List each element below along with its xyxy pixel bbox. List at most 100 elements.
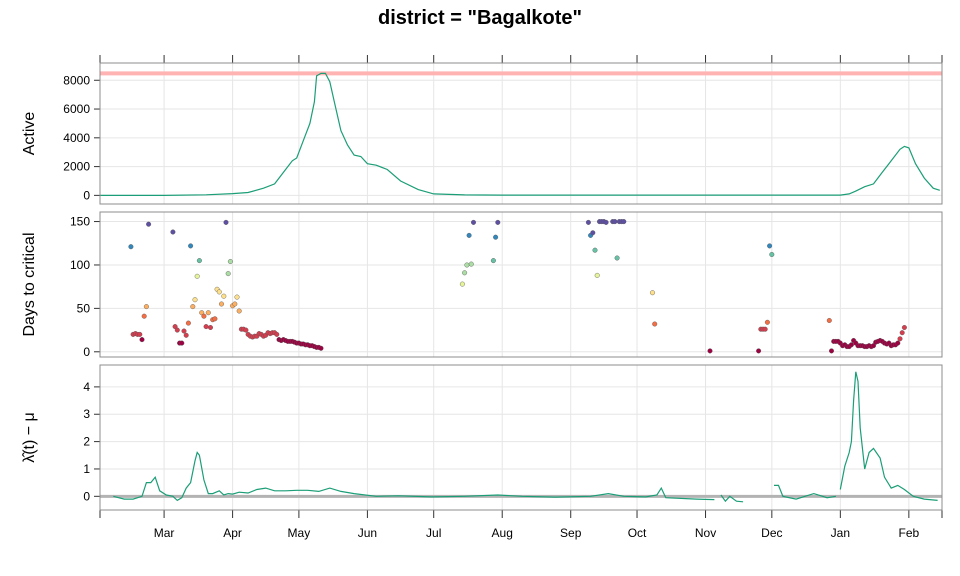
data-point	[139, 337, 145, 343]
data-point	[464, 262, 470, 268]
panel-frame	[99, 211, 943, 358]
data-point	[897, 336, 903, 342]
series-line	[839, 371, 938, 501]
series-line	[774, 484, 836, 500]
x-tick-label: Jul	[426, 526, 441, 540]
data-point	[612, 219, 618, 225]
data-point	[459, 281, 465, 287]
data-point	[181, 328, 187, 334]
series-line	[720, 494, 744, 503]
panel-3: 0 1 2 3 4 λ̂(t) − μ	[21, 364, 943, 511]
data-point	[223, 219, 229, 225]
data-point	[756, 348, 762, 354]
series-line	[113, 451, 715, 502]
data-point	[194, 273, 200, 279]
x-tick-label: Feb	[899, 526, 920, 540]
data-point	[871, 343, 877, 349]
data-point	[207, 325, 213, 331]
y-tick-label: 50	[77, 301, 91, 315]
data-point	[185, 320, 191, 326]
data-point	[899, 330, 905, 336]
panel-1: 0 2000 4000 6000 8000 Active	[21, 62, 943, 205]
data-point	[218, 301, 224, 307]
data-point	[170, 229, 176, 235]
data-point	[188, 243, 194, 249]
data-point	[826, 318, 832, 324]
data-point	[707, 348, 713, 354]
data-point	[201, 313, 207, 319]
data-point	[764, 319, 770, 325]
y-tick-label: 2	[83, 435, 90, 449]
data-point	[603, 219, 609, 225]
panel-2: 0 50 100 150 Days to critical	[21, 211, 943, 359]
panel-frame	[99, 364, 943, 511]
data-point	[183, 332, 189, 338]
data-point	[243, 327, 249, 333]
x-tick-label: Mar	[154, 526, 175, 540]
data-point	[848, 342, 854, 348]
data-point	[143, 304, 149, 310]
y-tick-label: 8000	[63, 73, 90, 87]
chart-title: district = "Bagalkote"	[378, 7, 582, 29]
data-point	[196, 258, 202, 264]
data-point	[829, 348, 835, 354]
y-axis-label: Active	[21, 112, 38, 156]
y-tick-label: 3	[83, 407, 90, 421]
data-point	[172, 324, 178, 330]
data-point	[179, 340, 185, 346]
data-point	[901, 325, 907, 331]
data-point	[652, 321, 658, 327]
panels-group: Mar Apr May Jun Jul Aug Sep Oct Nov Dec Jan Feb0200…	[21, 55, 943, 540]
x-tick-label: Aug	[492, 526, 513, 540]
data-point	[146, 221, 152, 227]
data-point	[216, 289, 222, 295]
data-point	[614, 255, 620, 261]
x-tick-label: Nov	[695, 526, 716, 540]
data-point	[221, 293, 227, 299]
y-tick-label: 0	[83, 188, 90, 202]
x-tick-label: May	[288, 526, 311, 540]
data-point	[212, 316, 218, 322]
data-point	[174, 327, 180, 333]
data-point	[767, 243, 773, 249]
y-tick-label: 1	[83, 462, 90, 476]
y-tick-label: 0	[83, 489, 90, 503]
x-tick-label: Oct	[628, 526, 647, 540]
data-point	[236, 308, 242, 314]
data-point	[594, 272, 600, 278]
panel-frame	[99, 62, 943, 205]
data-point	[190, 304, 196, 310]
data-point	[895, 340, 901, 346]
data-point	[203, 324, 209, 330]
data-point	[232, 301, 238, 307]
y-tick-label: 6000	[63, 102, 90, 116]
x-tick-label: Jun	[358, 526, 377, 540]
data-point	[621, 219, 627, 225]
data-point	[199, 310, 205, 316]
data-point	[769, 251, 775, 257]
data-point	[462, 270, 468, 276]
data-point	[592, 247, 598, 253]
data-point	[590, 230, 596, 236]
data-point	[274, 331, 280, 337]
data-point	[141, 313, 147, 319]
data-point	[128, 244, 134, 250]
y-tick-label: 100	[70, 258, 90, 272]
data-point	[468, 261, 474, 267]
data-point	[650, 290, 656, 296]
data-point	[225, 271, 231, 277]
y-tick-label: 4000	[63, 131, 90, 145]
series-line	[100, 72, 940, 196]
data-point	[205, 310, 211, 316]
data-point	[137, 331, 143, 337]
data-point	[493, 234, 499, 240]
y-tick-label: 150	[70, 215, 90, 229]
data-point	[495, 219, 501, 225]
x-tick-label: Dec	[761, 526, 782, 540]
y-axis-label: λ̂(t) − μ	[21, 412, 38, 463]
x-tick-label: Jan	[831, 526, 850, 540]
data-point	[234, 294, 240, 300]
y-tick-label: 4	[83, 380, 90, 394]
data-point	[227, 259, 233, 265]
